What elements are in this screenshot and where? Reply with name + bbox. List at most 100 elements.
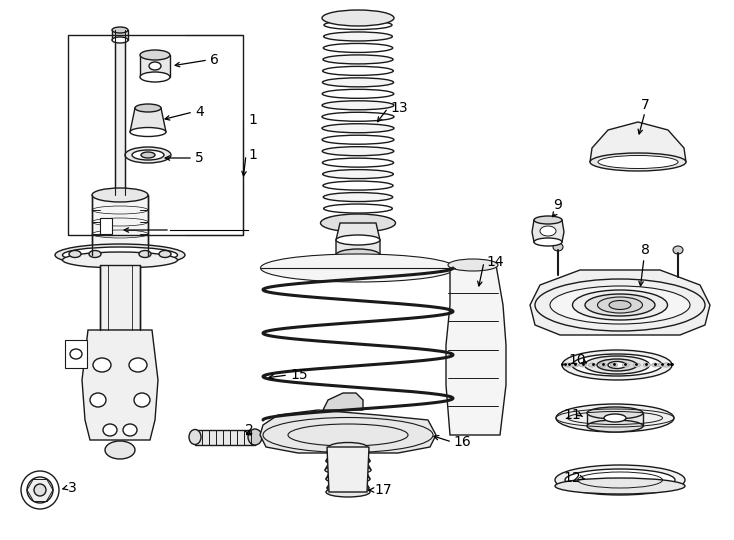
Ellipse shape — [324, 32, 393, 41]
Ellipse shape — [322, 158, 393, 167]
Ellipse shape — [662, 363, 669, 367]
Polygon shape — [326, 475, 370, 479]
Polygon shape — [325, 466, 371, 470]
Ellipse shape — [92, 248, 148, 262]
Ellipse shape — [534, 238, 562, 246]
Ellipse shape — [322, 124, 394, 133]
Ellipse shape — [540, 226, 556, 236]
Ellipse shape — [534, 216, 562, 224]
Ellipse shape — [327, 448, 369, 456]
Ellipse shape — [149, 62, 161, 70]
Ellipse shape — [644, 363, 650, 367]
Ellipse shape — [564, 363, 571, 367]
Ellipse shape — [658, 363, 665, 367]
Ellipse shape — [556, 404, 674, 432]
Ellipse shape — [599, 363, 606, 367]
Ellipse shape — [123, 424, 137, 436]
Polygon shape — [327, 484, 369, 488]
Ellipse shape — [326, 475, 370, 483]
Ellipse shape — [597, 359, 637, 371]
Ellipse shape — [130, 127, 166, 137]
Text: 5: 5 — [195, 151, 204, 165]
Ellipse shape — [597, 297, 642, 313]
Ellipse shape — [89, 251, 101, 258]
Ellipse shape — [322, 147, 393, 156]
Polygon shape — [112, 30, 128, 40]
Ellipse shape — [321, 214, 396, 232]
Polygon shape — [92, 195, 148, 255]
Ellipse shape — [652, 363, 659, 367]
Ellipse shape — [55, 244, 185, 266]
Ellipse shape — [139, 251, 151, 258]
Ellipse shape — [673, 246, 683, 254]
Text: 9: 9 — [553, 198, 562, 212]
Ellipse shape — [555, 478, 685, 494]
Ellipse shape — [129, 358, 147, 372]
Ellipse shape — [322, 135, 394, 144]
Ellipse shape — [141, 152, 155, 158]
Ellipse shape — [322, 78, 393, 87]
Polygon shape — [590, 122, 686, 162]
Text: 4: 4 — [195, 105, 204, 119]
Ellipse shape — [611, 363, 617, 367]
Ellipse shape — [323, 43, 393, 52]
Ellipse shape — [664, 363, 670, 367]
Ellipse shape — [323, 66, 393, 76]
Ellipse shape — [322, 89, 393, 98]
Ellipse shape — [70, 349, 82, 359]
Ellipse shape — [34, 484, 46, 496]
Ellipse shape — [662, 363, 669, 367]
Text: 15: 15 — [290, 368, 308, 382]
Ellipse shape — [589, 363, 595, 367]
Ellipse shape — [572, 363, 578, 367]
Ellipse shape — [322, 101, 394, 110]
Polygon shape — [587, 413, 643, 426]
Ellipse shape — [622, 363, 629, 367]
Ellipse shape — [323, 193, 393, 201]
Ellipse shape — [329, 442, 367, 451]
Ellipse shape — [140, 50, 170, 60]
Text: 10: 10 — [568, 353, 586, 367]
Ellipse shape — [112, 37, 128, 43]
Ellipse shape — [572, 363, 578, 367]
Polygon shape — [532, 220, 564, 242]
Ellipse shape — [611, 363, 617, 367]
Bar — [68, 35, 243, 235]
Polygon shape — [130, 108, 166, 132]
Polygon shape — [100, 265, 140, 330]
Polygon shape — [327, 447, 369, 492]
Text: 14: 14 — [486, 255, 504, 269]
Ellipse shape — [62, 247, 178, 263]
Text: 2: 2 — [245, 423, 254, 437]
Ellipse shape — [103, 424, 117, 436]
Ellipse shape — [93, 358, 111, 372]
Ellipse shape — [587, 420, 643, 432]
Ellipse shape — [562, 350, 672, 380]
Ellipse shape — [664, 363, 670, 367]
Text: 8: 8 — [641, 243, 650, 257]
Ellipse shape — [652, 363, 659, 367]
Ellipse shape — [134, 393, 150, 407]
Ellipse shape — [553, 243, 563, 251]
Ellipse shape — [135, 104, 161, 112]
Ellipse shape — [555, 465, 685, 495]
Ellipse shape — [324, 21, 392, 30]
Ellipse shape — [323, 170, 393, 179]
Polygon shape — [336, 223, 380, 255]
Ellipse shape — [608, 361, 626, 368]
Text: 7: 7 — [641, 98, 650, 112]
Text: 16: 16 — [453, 435, 470, 449]
Ellipse shape — [159, 251, 171, 258]
Polygon shape — [260, 410, 436, 453]
Polygon shape — [323, 393, 363, 410]
Ellipse shape — [590, 153, 686, 171]
Ellipse shape — [573, 290, 667, 320]
Polygon shape — [195, 430, 255, 445]
Ellipse shape — [322, 112, 394, 122]
Ellipse shape — [27, 477, 53, 503]
Ellipse shape — [644, 363, 650, 367]
Ellipse shape — [323, 55, 393, 64]
Polygon shape — [82, 330, 158, 440]
Ellipse shape — [550, 286, 690, 324]
Polygon shape — [327, 448, 369, 452]
